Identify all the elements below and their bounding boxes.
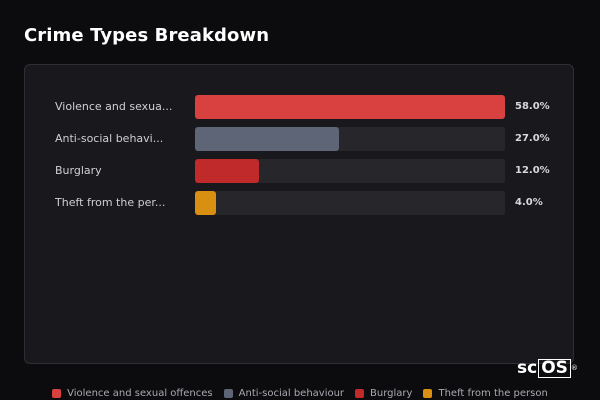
bar-row: Violence and sexua... 58.0%: [25, 95, 573, 119]
bar-row: Anti-social behavi... 27.0%: [25, 127, 573, 151]
legend-swatch: [52, 388, 62, 398]
bar-category-label: Violence and sexua...: [55, 100, 173, 113]
legend-label: Burglary: [370, 387, 413, 399]
logo-text-sc: sc: [517, 358, 538, 378]
chart-title: Crime Types Breakdown: [24, 25, 270, 46]
legend-label: Violence and sexual offences: [67, 387, 213, 399]
legend-label: Theft from the person: [438, 387, 548, 399]
bar-track: [195, 127, 505, 151]
bar[interactable]: [195, 191, 216, 215]
legend-item[interactable]: Theft from the person: [423, 386, 548, 400]
legend-swatch: [355, 388, 365, 398]
bar-category-label: Burglary: [55, 164, 102, 177]
chart-legend: Violence and sexual offences Anti-social …: [0, 386, 600, 400]
bar-value-label: 4.0%: [515, 197, 543, 208]
bar-value-label: 27.0%: [515, 133, 550, 144]
bar-row: Burglary 12.0%: [25, 159, 573, 183]
legend-swatch: [423, 388, 433, 398]
legend-item[interactable]: Violence and sexual offences: [52, 386, 213, 400]
logo-text-os: OS: [538, 359, 571, 378]
bar-row: Theft from the per... 4.0%: [25, 191, 573, 215]
legend-item[interactable]: Anti-social behaviour: [223, 386, 345, 400]
bar-category-label: Anti-social behavi...: [55, 132, 164, 145]
logo-registered-mark: ®: [570, 364, 578, 372]
legend-item[interactable]: Burglary: [355, 386, 412, 400]
bar-track: [195, 95, 505, 119]
bar-value-label: 58.0%: [515, 101, 550, 112]
bar[interactable]: [195, 95, 505, 119]
scos-logo: sc OS ®: [517, 358, 578, 378]
legend-swatch: [223, 388, 233, 398]
chart-card: Violence and sexua... 58.0% Anti-social be…: [24, 64, 574, 364]
bar[interactable]: [195, 159, 259, 183]
bar-category-label: Theft from the per...: [55, 196, 166, 209]
bar[interactable]: [195, 127, 339, 151]
bar-track: [195, 191, 505, 215]
bar-value-label: 12.0%: [515, 165, 550, 176]
bar-track: [195, 159, 505, 183]
legend-label: Anti-social behaviour: [238, 387, 345, 399]
